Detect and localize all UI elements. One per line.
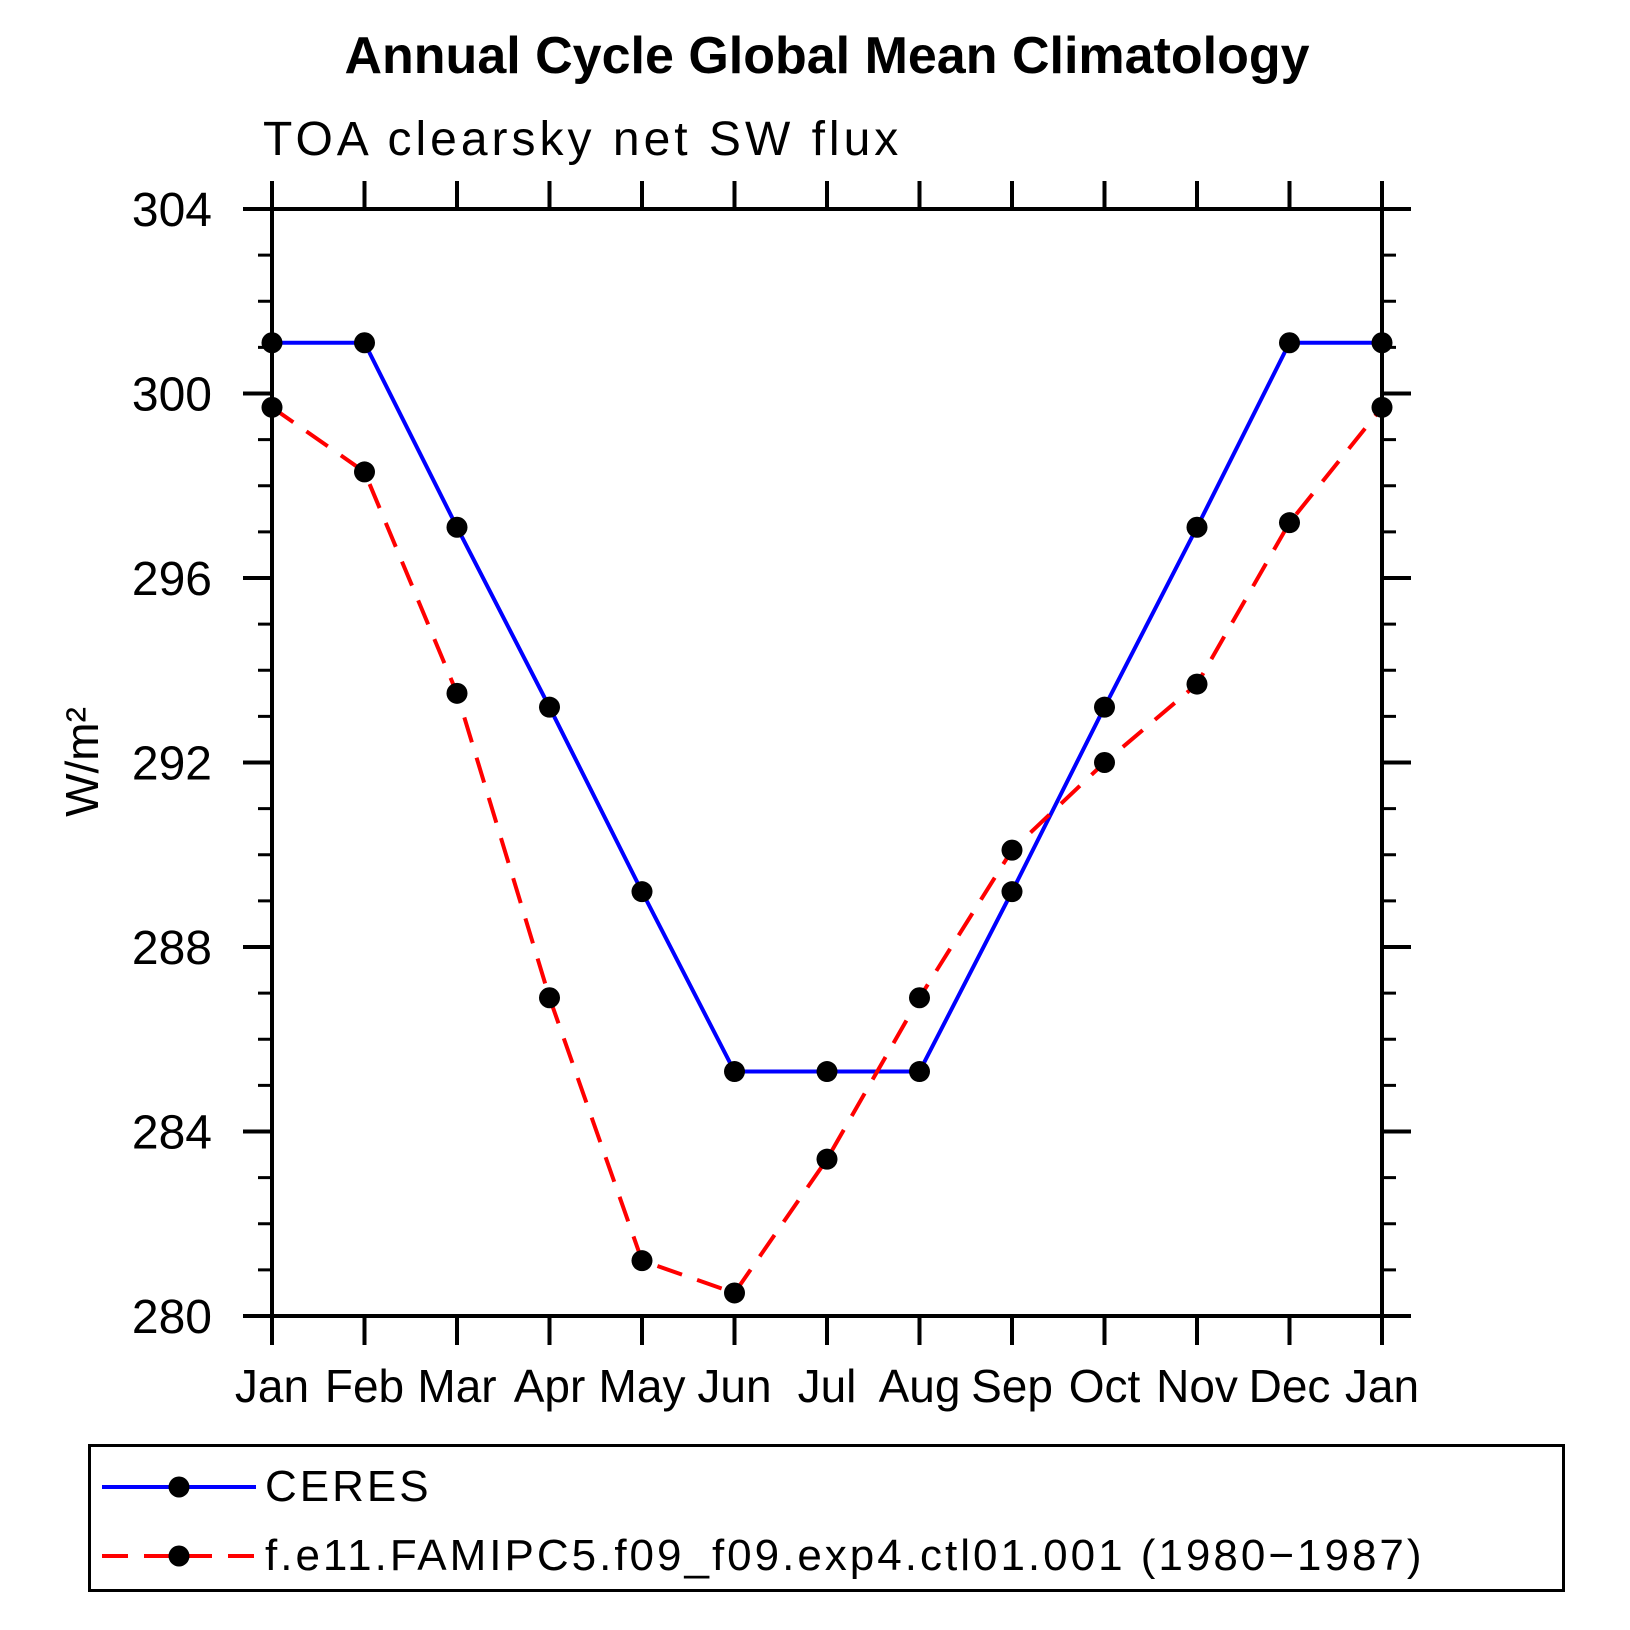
y-tick-label: 304 (132, 184, 212, 237)
chart-title: Annual Cycle Global Mean Climatology (344, 27, 1310, 85)
y-tick-label: 284 (132, 1107, 212, 1160)
legend-item-ceres: CERES (95, 1462, 432, 1511)
legend-label-ceres: CERES (265, 1462, 432, 1511)
legend-label-model: f.e11.FAMIPC5.f09_f09.exp4.ctl01.001 (19… (265, 1531, 1425, 1580)
x-tick-label: Aug (879, 1360, 961, 1412)
series-line-0 (272, 340, 1382, 1074)
legend-line-sample-model (102, 1545, 256, 1567)
x-tick-label: Apr (514, 1360, 586, 1412)
x-tick-label: Feb (325, 1360, 404, 1412)
y-tick-labels: 280 284 288 292 296 300 304 (132, 184, 212, 1344)
x-tick-label: Jan (1345, 1360, 1419, 1412)
x-tick-label: Oct (1069, 1360, 1141, 1412)
chart-subtitle: TOA clearsky net SW flux (263, 113, 903, 166)
y-tick-label: 292 (132, 738, 212, 791)
legend-item-model: f.e11.FAMIPC5.f09_f09.exp4.ctl01.001 (19… (95, 1531, 1425, 1580)
x-axis-ticks (270, 181, 1384, 1345)
x-tick-label: Nov (1156, 1360, 1238, 1412)
y-tick-label: 300 (132, 369, 212, 422)
x-tick-label: Jun (697, 1360, 771, 1412)
x-tick-label: Mar (417, 1360, 496, 1412)
y-tick-label: 288 (132, 922, 212, 975)
series-markers-0 (261, 332, 1393, 1083)
y-axis-ticks (243, 207, 1411, 1318)
legend-box: CERES f.e11.FAMIPC5.f09_f09.exp4.ctl01.0… (88, 1444, 1565, 1592)
y-tick-label: 280 (132, 1291, 212, 1344)
x-tick-label: Jan (235, 1360, 309, 1412)
x-tick-label: Sep (971, 1360, 1053, 1412)
x-tick-label: Jul (798, 1360, 857, 1412)
legend-line-sample-ceres (102, 1476, 256, 1498)
y-tick-label: 296 (132, 553, 212, 606)
x-tick-label: Dec (1249, 1360, 1331, 1412)
series-markers-1 (261, 396, 1393, 1304)
x-tick-labels: Jan Feb Mar Apr May Jun Jul Aug Sep Oct Nov Dec Jan (235, 1360, 1419, 1412)
x-tick-label: May (599, 1360, 686, 1412)
